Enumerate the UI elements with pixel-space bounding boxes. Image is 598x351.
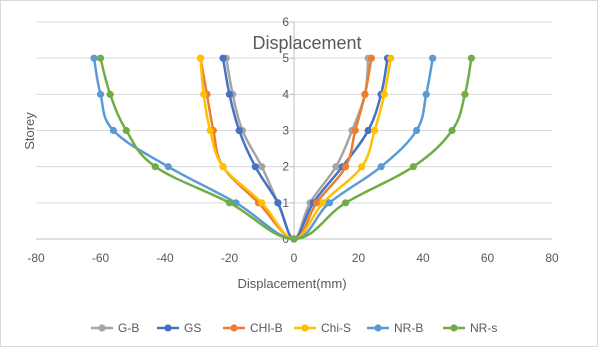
legend-label: NR-B bbox=[394, 321, 423, 335]
legend-item: NR-s bbox=[443, 321, 497, 335]
x-tick-label: 0 bbox=[291, 251, 298, 265]
legend-item: CHI-B bbox=[223, 321, 283, 335]
x-tick-label: -60 bbox=[92, 251, 110, 265]
y-axis-title: Storey bbox=[22, 112, 37, 150]
y-tick-label: 6 bbox=[282, 15, 289, 29]
chart-title: Displacement bbox=[252, 33, 361, 53]
data-point bbox=[258, 163, 266, 171]
y-tick-label: 3 bbox=[282, 124, 289, 138]
x-tick-label: 80 bbox=[545, 251, 559, 265]
data-point bbox=[274, 199, 282, 207]
legend-label: NR-s bbox=[470, 321, 497, 335]
data-point bbox=[371, 126, 379, 135]
data-point bbox=[258, 199, 266, 207]
legend-label: GS bbox=[184, 321, 201, 335]
legend-marker bbox=[374, 324, 382, 332]
data-point bbox=[422, 90, 430, 98]
data-point bbox=[448, 126, 456, 135]
legend-marker bbox=[301, 324, 309, 332]
data-point bbox=[225, 90, 234, 98]
legend-label: CHI-B bbox=[250, 321, 283, 335]
data-point bbox=[122, 126, 130, 135]
data-point bbox=[429, 54, 437, 62]
legend-marker bbox=[450, 324, 458, 332]
data-point bbox=[151, 163, 159, 171]
y-tick-label: 2 bbox=[282, 160, 289, 174]
data-point bbox=[96, 54, 105, 62]
x-tick-label: 60 bbox=[481, 251, 495, 265]
data-point bbox=[196, 54, 205, 62]
series-line bbox=[99, 56, 473, 241]
data-point bbox=[332, 163, 340, 171]
data-point bbox=[206, 126, 214, 135]
legend-item: GS bbox=[157, 321, 201, 335]
data-point bbox=[109, 126, 117, 135]
legend: G-B GS CHI-B Chi-S NR-B NR-s bbox=[91, 321, 497, 335]
x-axis-title: Displacement(mm) bbox=[237, 276, 346, 291]
x-tick-label: -40 bbox=[156, 251, 174, 265]
data-point bbox=[106, 90, 114, 98]
data-point bbox=[342, 199, 350, 207]
data-point bbox=[325, 199, 334, 207]
y-tick-label: 1 bbox=[282, 196, 289, 210]
data-point bbox=[219, 163, 227, 171]
data-point bbox=[361, 90, 369, 98]
legend-marker bbox=[164, 324, 172, 332]
data-point bbox=[358, 163, 366, 171]
y-tick-label: 5 bbox=[282, 51, 289, 65]
legend-label: Chi-S bbox=[321, 321, 351, 335]
legend-item: G-B bbox=[91, 321, 139, 335]
data-series bbox=[90, 54, 475, 243]
series-g-b bbox=[222, 54, 372, 243]
data-point bbox=[412, 126, 421, 135]
data-point bbox=[409, 163, 417, 171]
data-point bbox=[351, 126, 359, 135]
data-point bbox=[319, 199, 327, 207]
data-point bbox=[387, 54, 395, 62]
data-point bbox=[461, 90, 469, 98]
x-tick-label: -20 bbox=[221, 251, 239, 265]
legend-item: NR-B bbox=[367, 321, 423, 335]
data-point bbox=[364, 126, 372, 135]
series-nr-s bbox=[96, 54, 475, 243]
series-line bbox=[199, 56, 392, 241]
data-point bbox=[96, 90, 105, 98]
legend-item: Chi-S bbox=[294, 321, 351, 335]
x-tick-label: -80 bbox=[27, 251, 45, 265]
x-tick-label: 20 bbox=[352, 251, 366, 265]
x-tick-label: 40 bbox=[416, 251, 430, 265]
series-chi-b bbox=[196, 54, 375, 243]
data-point bbox=[90, 54, 98, 62]
data-point bbox=[380, 90, 388, 98]
data-point bbox=[342, 163, 350, 171]
data-point bbox=[235, 126, 243, 135]
data-point bbox=[467, 54, 475, 62]
legend-marker bbox=[230, 324, 238, 332]
data-point bbox=[164, 163, 172, 171]
data-point bbox=[225, 199, 234, 207]
data-point bbox=[219, 54, 227, 62]
data-point bbox=[251, 163, 259, 171]
data-point bbox=[367, 54, 375, 62]
data-point bbox=[312, 199, 321, 207]
legend-label: G-B bbox=[118, 321, 139, 335]
legend-marker bbox=[98, 324, 106, 332]
data-point bbox=[290, 235, 298, 243]
y-tick-label: 4 bbox=[282, 87, 289, 101]
data-point bbox=[200, 90, 208, 98]
data-point bbox=[377, 163, 385, 171]
